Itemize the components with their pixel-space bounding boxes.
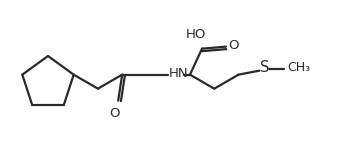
Text: O: O	[109, 107, 119, 120]
Text: HO: HO	[186, 28, 206, 41]
Text: CH₃: CH₃	[287, 61, 311, 74]
Text: S: S	[260, 60, 269, 75]
Text: HN: HN	[169, 67, 189, 80]
Text: O: O	[228, 39, 238, 52]
